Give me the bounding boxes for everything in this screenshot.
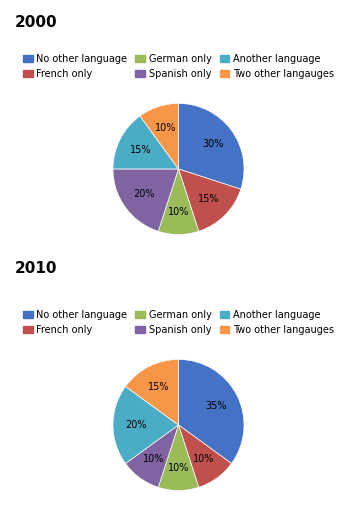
Text: 10%: 10% <box>168 206 189 217</box>
Wedge shape <box>113 116 178 169</box>
Text: 15%: 15% <box>198 194 219 204</box>
Text: 10%: 10% <box>168 462 189 473</box>
Legend: No other language, French only, German only, Spanish only, Another language, Two: No other language, French only, German o… <box>22 53 335 80</box>
Wedge shape <box>158 425 199 490</box>
Text: 30%: 30% <box>202 139 223 149</box>
Text: 10%: 10% <box>193 455 214 464</box>
Text: 35%: 35% <box>206 400 227 411</box>
Wedge shape <box>178 425 232 487</box>
Wedge shape <box>178 103 244 189</box>
Text: 2010: 2010 <box>14 261 57 276</box>
Text: 20%: 20% <box>133 189 155 199</box>
Text: 15%: 15% <box>130 144 151 155</box>
Text: 10%: 10% <box>143 455 164 464</box>
Legend: No other language, French only, German only, Spanish only, Another language, Two: No other language, French only, German o… <box>22 309 335 336</box>
Text: 15%: 15% <box>149 382 170 392</box>
Wedge shape <box>113 387 178 463</box>
Text: 20%: 20% <box>125 420 147 430</box>
Wedge shape <box>140 103 178 169</box>
Text: 2000: 2000 <box>14 15 57 30</box>
Wedge shape <box>178 359 244 463</box>
Wedge shape <box>125 425 178 487</box>
Wedge shape <box>178 169 241 231</box>
Wedge shape <box>158 169 199 234</box>
Wedge shape <box>113 169 178 231</box>
Wedge shape <box>125 359 178 425</box>
Text: 10%: 10% <box>155 123 176 134</box>
